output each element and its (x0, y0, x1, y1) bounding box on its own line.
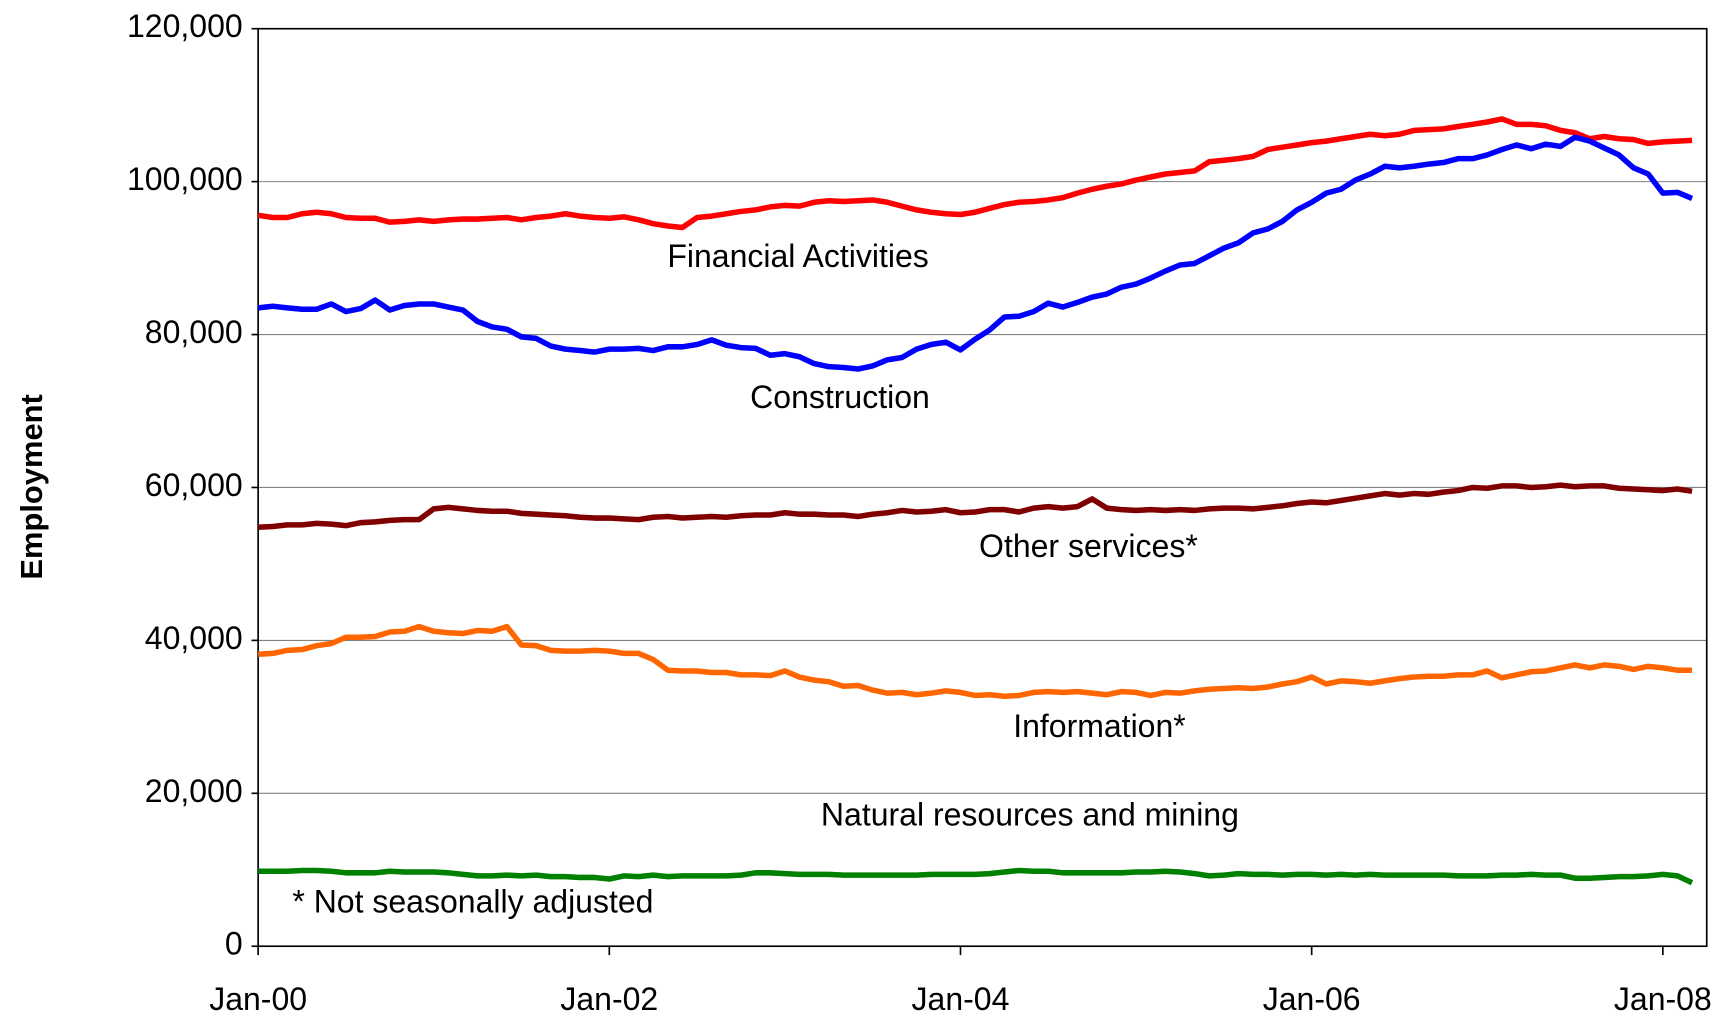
annotation: * Not seasonally adjusted (292, 884, 653, 920)
x-tick-label: Jan-02 (560, 981, 658, 1017)
annotation: Information* (1013, 708, 1186, 744)
annotation: Construction (750, 379, 930, 415)
series-line (258, 867, 1694, 886)
x-tick-label: Jan-04 (912, 981, 1010, 1017)
x-tick-label: Jan-08 (1614, 981, 1712, 1017)
x-tick-label: Jan-00 (209, 981, 307, 1017)
y-tick-label: 120,000 (127, 8, 243, 44)
series-line (257, 134, 1694, 372)
annotation: Other services* (979, 528, 1198, 564)
annotation: Financial Activities (667, 238, 928, 274)
y-tick-label: 100,000 (127, 161, 243, 197)
y-axis-label: Employment (14, 394, 49, 579)
y-tick-label: 80,000 (145, 314, 243, 350)
plot-frame (257, 27, 1708, 948)
x-tick-label: Jan-06 (1263, 981, 1361, 1017)
y-tick-label: 60,000 (145, 467, 243, 503)
y-tick-label: 0 (225, 926, 243, 962)
y-tick-label: 20,000 (145, 773, 243, 809)
series-line (257, 623, 1693, 700)
series-line (257, 116, 1693, 231)
y-tick-label: 40,000 (145, 620, 243, 656)
series-line (257, 482, 1693, 530)
annotation: Natural resources and mining (821, 797, 1239, 833)
